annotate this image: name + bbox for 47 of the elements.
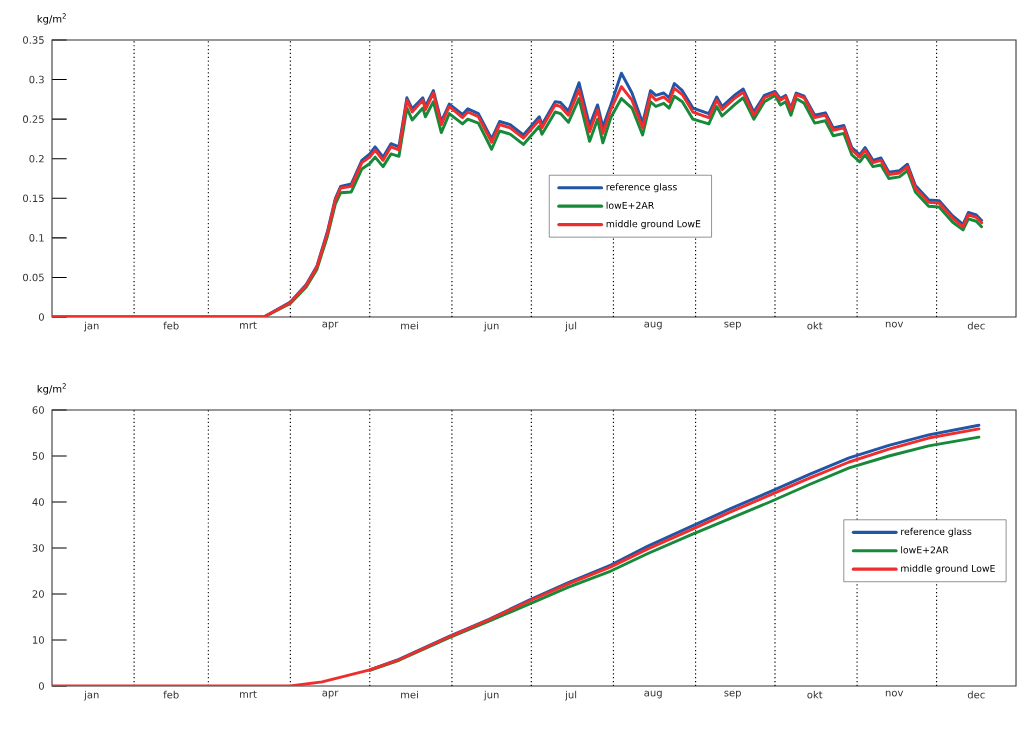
x-tick-label: sep xyxy=(724,690,741,699)
legend-label: lowE+2AR xyxy=(606,201,654,209)
x-tick-label: okt xyxy=(807,321,823,330)
x-tick-label: mei xyxy=(401,321,418,330)
x-tick-label: apr xyxy=(322,690,339,699)
x-tick-label: aug xyxy=(644,690,662,699)
x-tick-label: feb xyxy=(163,690,179,699)
y-tick-label: 50 xyxy=(32,452,44,460)
x-tick-label: mrt xyxy=(240,690,257,698)
x-tick-label: okt xyxy=(807,690,823,699)
y-tick-label: 40 xyxy=(32,498,44,506)
x-tick-label: jul xyxy=(564,321,577,332)
x-tick-label: mrt xyxy=(240,321,257,329)
x-tick-label: dec xyxy=(967,690,985,699)
x-tick-label: dec xyxy=(967,321,985,330)
x-tick-label: feb xyxy=(163,321,179,330)
y-tick-label: 0.05 xyxy=(23,273,44,282)
legend-label: reference glass xyxy=(606,183,677,193)
x-tick-label: jul xyxy=(564,690,577,701)
x-tick-label: jan xyxy=(83,321,99,332)
legend-label: middle ground LowE xyxy=(901,564,995,574)
y-tick-label: 0 xyxy=(38,682,44,690)
y-tick-label: 0.15 xyxy=(23,194,44,203)
y-axis-title: kg/m$^{2}$ xyxy=(37,13,66,25)
x-tick-label: mei xyxy=(401,690,418,699)
x-tick-label: sep xyxy=(724,321,741,330)
x-tick-label: jun xyxy=(483,690,499,701)
y-tick-label: 0.25 xyxy=(23,115,44,123)
y-tick-label: 30 xyxy=(32,544,44,552)
x-tick-label: apr xyxy=(322,321,339,330)
y-axis-title: kg/m$^{2}$ xyxy=(37,383,66,395)
x-tick-label: jan xyxy=(83,690,99,701)
y-tick-label: 0.2 xyxy=(29,154,44,163)
y-tick-label: 0.3 xyxy=(29,75,44,84)
legend-label: middle ground LowE xyxy=(606,220,701,230)
legend-label: lowE+2AR xyxy=(901,546,949,554)
legend-label: reference glass xyxy=(901,527,972,537)
y-tick-label: 0 xyxy=(38,313,44,321)
x-tick-label: aug xyxy=(644,321,662,330)
y-tick-label: 0.1 xyxy=(29,234,44,242)
y-tick-label: 0.35 xyxy=(23,36,44,44)
y-tick-label: 20 xyxy=(32,590,44,598)
y-tick-label: 10 xyxy=(33,636,44,644)
x-tick-label: nov xyxy=(885,321,904,328)
y-tick-label: 60 xyxy=(32,406,44,414)
x-tick-label: jun xyxy=(483,321,499,332)
x-tick-label: nov xyxy=(885,690,904,697)
